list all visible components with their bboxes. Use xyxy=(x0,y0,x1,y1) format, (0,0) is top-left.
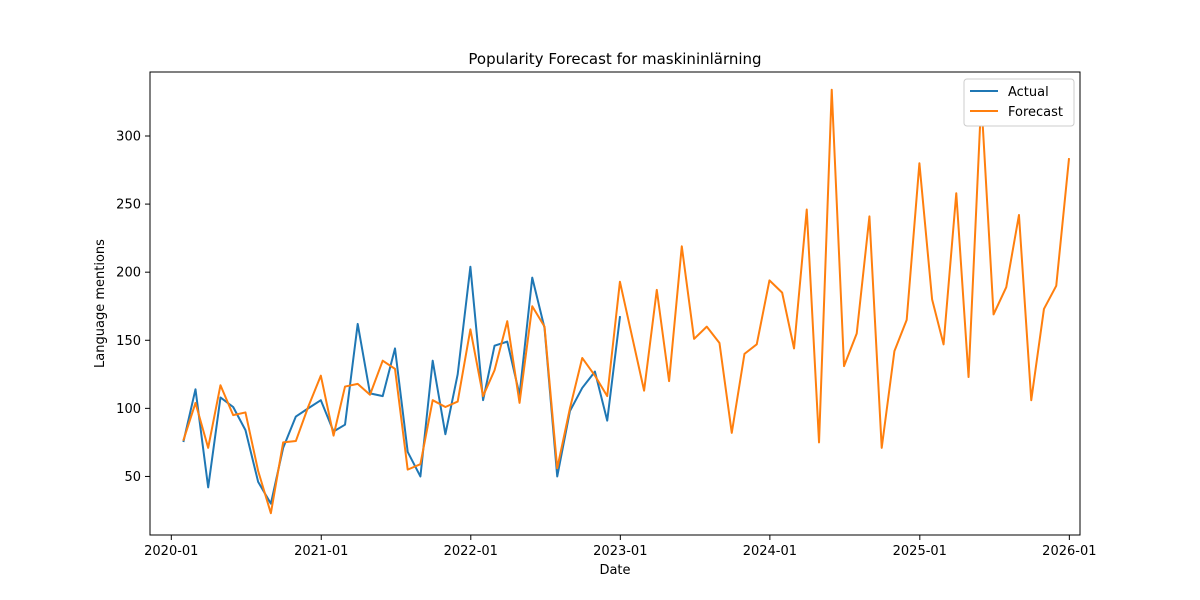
legend-label-forecast: Forecast xyxy=(1008,105,1063,120)
plot-frame xyxy=(149,71,1081,536)
x-tick-label-2025-01: 2025-01 xyxy=(893,544,947,559)
series-line-forecast xyxy=(182,88,1071,515)
y-axis: 50 100 150 200 250 300 xyxy=(116,130,150,485)
y-tick-label-200: 200 xyxy=(116,266,141,281)
series-layer xyxy=(182,88,1071,515)
series-line-actual xyxy=(182,265,622,505)
y-tick-label-300: 300 xyxy=(116,130,141,145)
legend-label-actual: Actual xyxy=(1008,85,1049,100)
legend: Actual Forecast xyxy=(963,78,1075,127)
x-axis-label: Date xyxy=(599,563,630,578)
x-tick-label-2026-01: 2026-01 xyxy=(1042,544,1096,559)
chart-title: Popularity Forecast for maskininlärning xyxy=(468,50,761,68)
y-tick-label-150: 150 xyxy=(116,334,141,349)
x-tick-label-2024-01: 2024-01 xyxy=(743,544,797,559)
x-tick-label-2020-01: 2020-01 xyxy=(144,544,198,559)
x-tick-label-2023-01: 2023-01 xyxy=(593,544,647,559)
y-tick-label-100: 100 xyxy=(116,402,141,417)
x-axis: 2020-01 2021-01 2022-01 2023-01 2024-01 2025-… xyxy=(144,535,1097,559)
plot-area xyxy=(149,71,1081,536)
y-tick-label-250: 250 xyxy=(116,198,141,213)
x-tick-label-2021-01: 2021-01 xyxy=(294,544,348,559)
y-tick-label-50: 50 xyxy=(124,470,141,485)
y-axis-label: Language mentions xyxy=(93,239,108,368)
x-tick-label-2022-01: 2022-01 xyxy=(444,544,498,559)
